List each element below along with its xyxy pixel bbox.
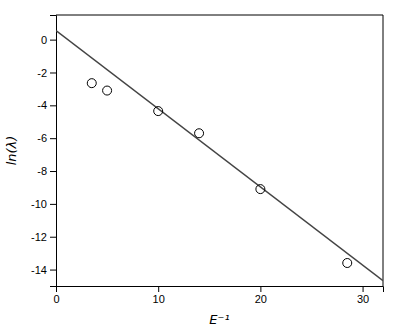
tick-label: 10 bbox=[153, 293, 165, 305]
tick-label: 0 bbox=[53, 293, 59, 305]
tick-mark bbox=[260, 286, 261, 292]
y-axis-title: ln(λ) bbox=[4, 136, 19, 166]
tick-label: 30 bbox=[357, 293, 369, 305]
tick: -14 bbox=[31, 264, 56, 276]
tick: -2 bbox=[37, 67, 56, 79]
point bbox=[103, 86, 112, 95]
y-axis: -14 -12 -10 -8 -6 -4 -2 0 bbox=[31, 16, 56, 287]
point bbox=[195, 129, 204, 138]
x-axis-title: E⁻¹ bbox=[209, 312, 229, 327]
tick: 0 bbox=[41, 34, 56, 46]
point bbox=[256, 185, 265, 194]
marks bbox=[56, 31, 383, 281]
plot: 0 10 20 30 -14 -12 -10 -8 -6 -4 -2 0 bbox=[31, 15, 383, 305]
tick-label: 20 bbox=[255, 293, 267, 305]
tick-label: -14 bbox=[31, 264, 47, 276]
tick-mark bbox=[158, 286, 159, 292]
tick-mark bbox=[50, 204, 56, 205]
tick-mark bbox=[50, 270, 56, 271]
axis-line bbox=[50, 16, 57, 287]
tick: -4 bbox=[37, 99, 56, 111]
tick-mark bbox=[50, 237, 56, 238]
tick: 20 bbox=[255, 286, 267, 305]
tick-mark bbox=[50, 138, 56, 139]
tick-label: -10 bbox=[31, 198, 47, 210]
tick-mark bbox=[50, 40, 56, 41]
tick-label: -8 bbox=[37, 165, 47, 177]
tick-mark bbox=[363, 286, 364, 292]
point bbox=[87, 79, 96, 88]
tick: 30 bbox=[357, 286, 369, 305]
tick: -6 bbox=[37, 132, 56, 144]
axis-line bbox=[57, 287, 384, 293]
tick: -8 bbox=[37, 165, 56, 177]
line bbox=[56, 31, 383, 281]
tick-mark bbox=[50, 171, 56, 172]
tick-label: 0 bbox=[41, 34, 47, 46]
tick: 10 bbox=[153, 286, 165, 305]
x-axis: 0 10 20 30 bbox=[53, 286, 383, 305]
point bbox=[343, 259, 352, 268]
tick: -12 bbox=[31, 231, 56, 243]
tick-label: -2 bbox=[37, 67, 47, 79]
tick-mark bbox=[50, 72, 56, 73]
frame bbox=[383, 15, 384, 286]
tick-label: -12 bbox=[31, 231, 47, 243]
tick: -10 bbox=[31, 198, 56, 210]
tick: 0 bbox=[53, 286, 59, 305]
chart: 0 10 20 30 -14 -12 -10 -8 -6 -4 -2 0 E⁻¹ ln(λ) bbox=[0, 0, 401, 334]
tick-label: -4 bbox=[37, 99, 47, 111]
tick-mark bbox=[50, 105, 56, 106]
point bbox=[154, 107, 163, 116]
tick-label: -6 bbox=[37, 132, 47, 144]
frame bbox=[56, 15, 383, 16]
